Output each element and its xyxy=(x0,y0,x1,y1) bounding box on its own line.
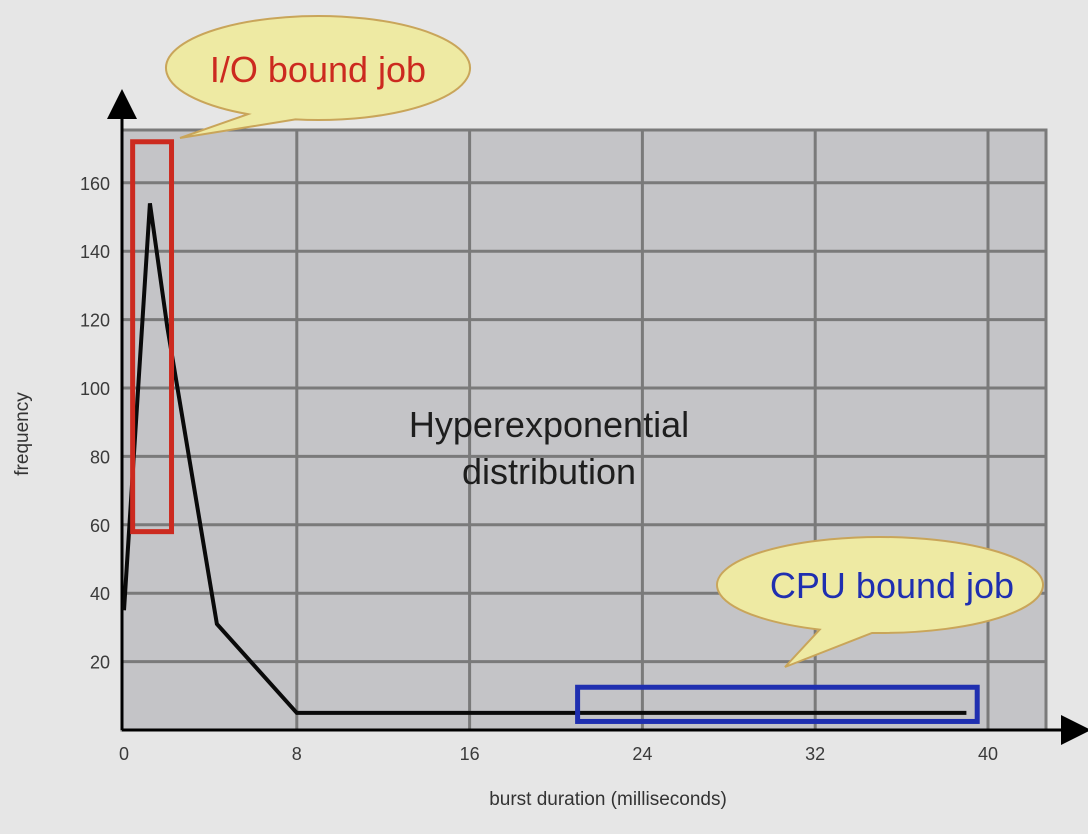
cpu-bound-region xyxy=(575,684,980,724)
y-tick-120: 120 xyxy=(80,311,110,331)
highlight-regions xyxy=(130,139,980,724)
x-tick-8: 8 xyxy=(292,744,302,764)
tick-labels: 0 8 16 24 32 40 20 40 60 80 100 120 140 160 xyxy=(80,174,998,764)
io-bound-region xyxy=(130,139,175,535)
x-axis-label: burst duration (milliseconds) xyxy=(489,789,727,810)
cpu-bubble: CPU bound job xyxy=(716,536,1044,668)
center-text-line-2: distribution xyxy=(462,451,636,492)
x-tick-32: 32 xyxy=(805,744,825,764)
y-tick-140: 140 xyxy=(80,242,110,262)
y-tick-160: 160 xyxy=(80,174,110,194)
y-tick-20: 20 xyxy=(90,653,110,673)
cpu-bound-label: CPU bound job xyxy=(770,565,1014,606)
y-axis-label: frequency xyxy=(12,392,33,476)
series-group xyxy=(122,203,967,715)
y-tick-40: 40 xyxy=(90,584,110,604)
x-tick-0: 0 xyxy=(119,744,129,764)
y-tick-100: 100 xyxy=(80,379,110,399)
center-text-line-1: Hyperexponential xyxy=(409,404,689,445)
cpu-bubble-shape xyxy=(716,536,1044,668)
io-bubble-shape xyxy=(165,15,471,139)
x-tick-40: 40 xyxy=(978,744,998,764)
io-bound-label: I/O bound job xyxy=(210,49,426,90)
x-tick-24: 24 xyxy=(632,744,652,764)
io-bubble: I/O bound job xyxy=(165,15,471,139)
grid-lines xyxy=(122,130,1046,730)
x-tick-16: 16 xyxy=(460,744,480,764)
axes xyxy=(107,89,1088,745)
y-tick-80: 80 xyxy=(90,447,110,467)
y-tick-60: 60 xyxy=(90,516,110,536)
callout-bubbles: I/O bound job CPU bound job xyxy=(165,15,1044,668)
